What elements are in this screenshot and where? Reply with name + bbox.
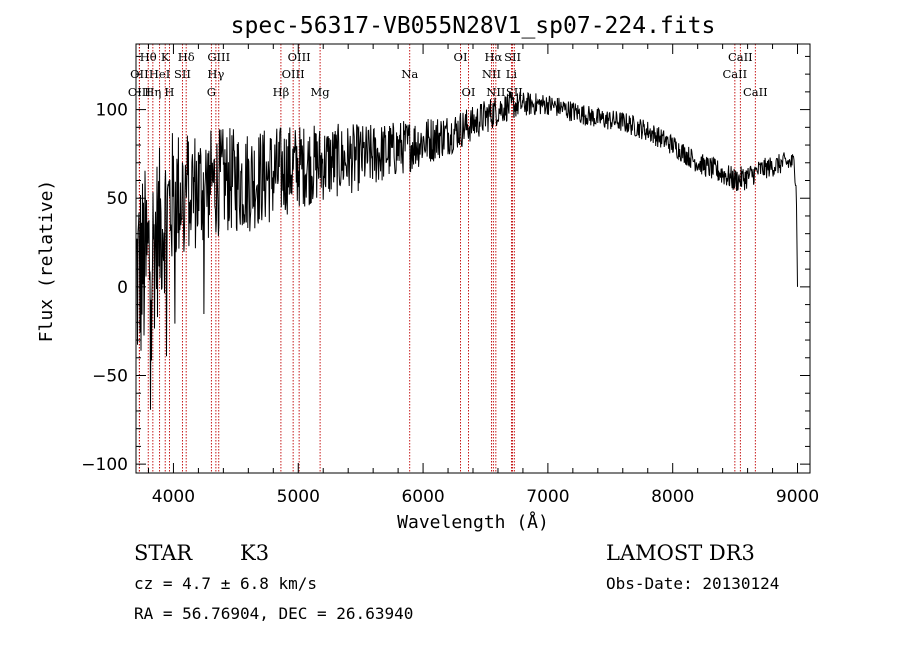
- spectral-line-label: Hα: [484, 50, 502, 64]
- x-tick-label: 6000: [401, 487, 444, 507]
- spectral-line-label: Hδ: [178, 50, 195, 64]
- y-tick-label: 50: [106, 189, 128, 209]
- y-tick-label: −50: [92, 367, 128, 387]
- object-subclass: K3: [240, 541, 269, 565]
- x-tick-label: 7000: [526, 487, 569, 507]
- spectral-line-label: Hβ: [273, 85, 290, 99]
- redshift-cz: cz = 4.7 ± 6.8 km/s: [134, 574, 317, 593]
- spectral-line-label: SII: [504, 50, 521, 64]
- y-tick-label: 0: [117, 278, 128, 298]
- spectral-line-label: H: [164, 85, 174, 99]
- spectral-line-label: Na: [401, 67, 418, 81]
- spectral-line-label: NII: [486, 85, 505, 99]
- spectral-line-label: CaII: [728, 50, 753, 64]
- spectral-line-markers: [138, 44, 756, 473]
- spectral-line-label: NII: [482, 67, 501, 81]
- y-tick-label: −100: [81, 455, 128, 475]
- observation-date: Obs-Date: 20130124: [606, 574, 779, 593]
- spectral-line-label: K: [161, 50, 170, 64]
- y-axis-label: Flux (relative): [36, 180, 57, 343]
- ra-dec-coordinates: RA = 56.76904, DEC = 26.63940: [134, 604, 413, 623]
- survey-name: LAMOST DR3: [606, 541, 755, 565]
- x-tick-label: 4000: [152, 487, 195, 507]
- x-tick-label: 5000: [277, 487, 320, 507]
- x-tick-label: 8000: [651, 487, 694, 507]
- spectral-line-label: Hγ: [207, 67, 224, 81]
- spectral-line-label: HeI: [149, 67, 170, 81]
- spectral-line-label: GIII: [207, 50, 230, 64]
- spectral-line-label: OIII: [288, 50, 311, 64]
- spectral-line-label: SII: [174, 67, 191, 81]
- y-tick-label: 100: [96, 101, 128, 121]
- x-tick-label: 9000: [776, 487, 819, 507]
- spectral-line-label: Mg: [311, 85, 331, 99]
- object-class: STAR: [134, 541, 193, 565]
- spectral-line-label: OI: [454, 50, 468, 64]
- spectral-line-label: OI: [462, 85, 476, 99]
- x-axis-label: Wavelength (Å): [397, 511, 549, 533]
- spectral-line-label: OIII: [282, 67, 305, 81]
- chart-title: spec-56317-VB055N28V1_sp07-224.fits: [231, 13, 716, 39]
- spectral-line-label: CaII: [743, 85, 768, 99]
- spectral-line-label: CaII: [722, 67, 747, 81]
- x-axis-ticks: 4000 5000 6000 7000 8000 9000: [147, 44, 819, 507]
- spectral-line-label: G: [207, 85, 216, 99]
- spectral-line-label: Li: [506, 67, 518, 81]
- y-axis-ticks: −100 −50 0 50 100: [81, 55, 810, 475]
- spectral-line-label: Hθ: [140, 50, 157, 64]
- spectrum-line: [135, 91, 798, 410]
- spectral-line-label: Hη: [144, 85, 161, 99]
- spectrum-series: [135, 91, 798, 410]
